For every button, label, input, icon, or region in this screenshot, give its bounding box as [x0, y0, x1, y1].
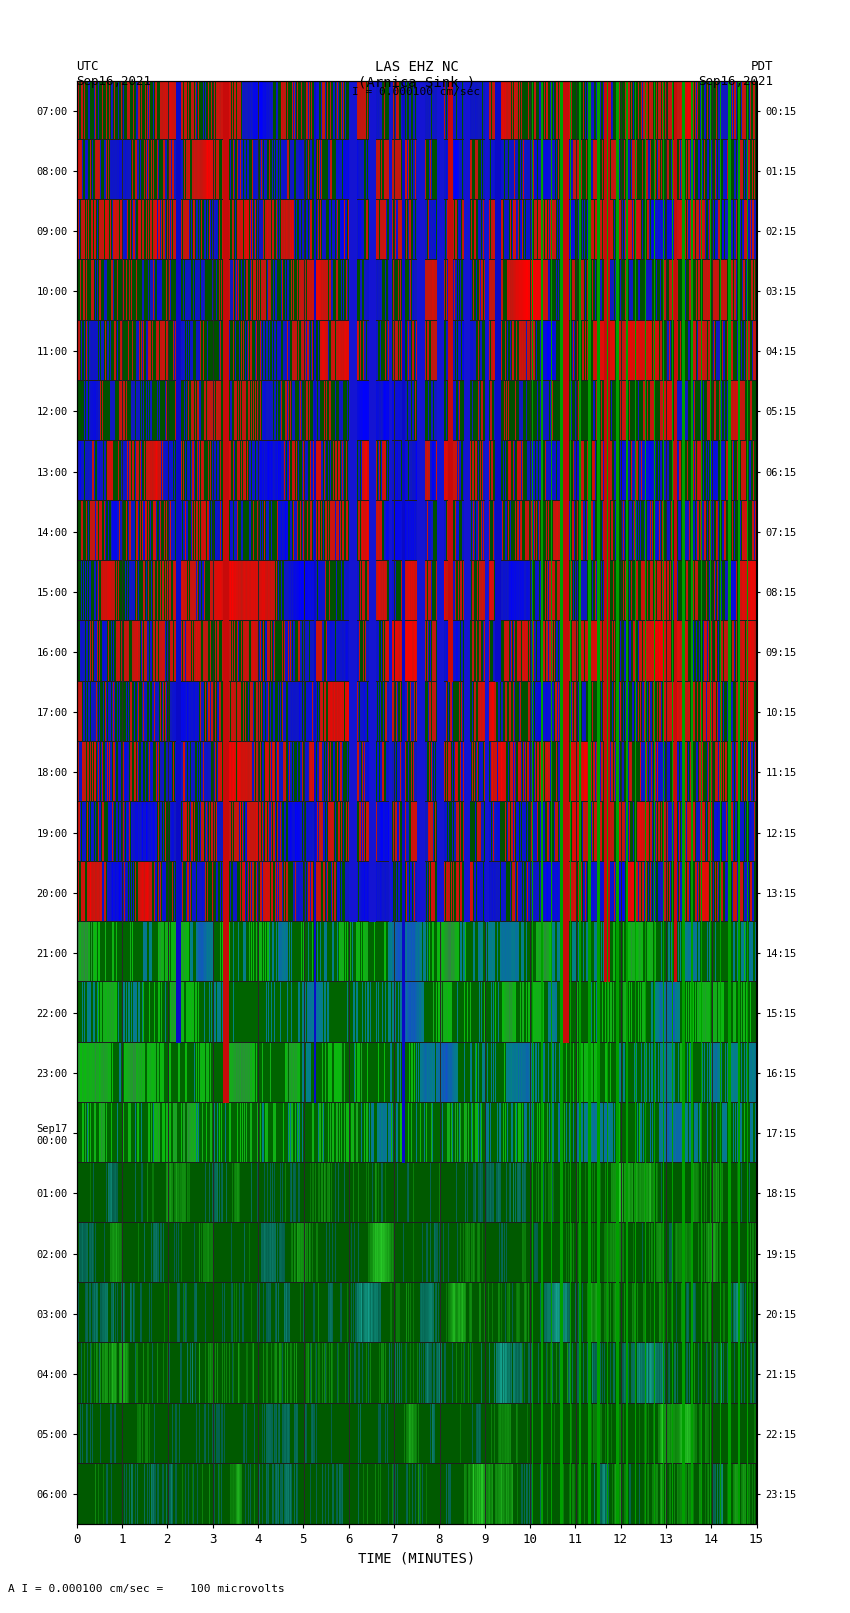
X-axis label: TIME (MINUTES): TIME (MINUTES): [358, 1552, 475, 1566]
Text: UTC
Sep16,2021: UTC Sep16,2021: [76, 60, 151, 87]
Text: PDT
Sep16,2021: PDT Sep16,2021: [699, 60, 774, 87]
Text: A I = 0.000100 cm/sec =    100 microvolts: A I = 0.000100 cm/sec = 100 microvolts: [8, 1584, 286, 1594]
Text: LAS EHZ NC
(Arnica Sink ): LAS EHZ NC (Arnica Sink ): [358, 60, 475, 90]
Text: I = 0.000100 cm/sec: I = 0.000100 cm/sec: [353, 87, 480, 97]
